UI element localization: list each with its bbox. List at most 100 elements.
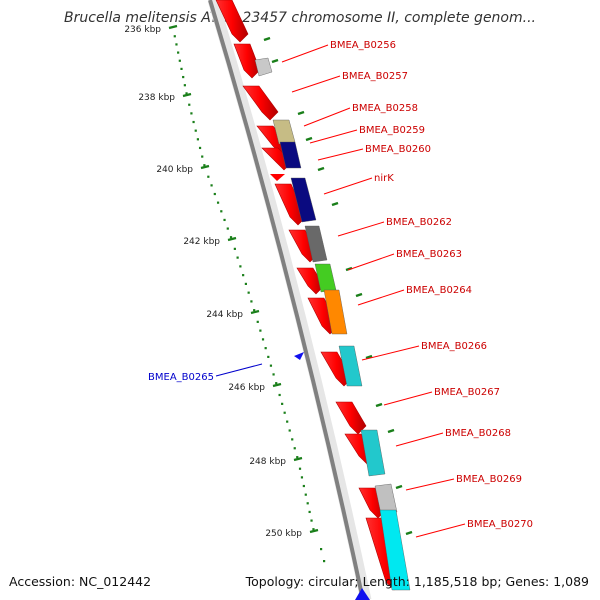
scale-dot: [175, 43, 178, 46]
gene-label-nirk[interactable]: nirK: [374, 173, 394, 184]
cds-arrow: [296, 267, 325, 295]
gene-leader-line: [337, 221, 385, 237]
gene-label-bmea-b0264[interactable]: BMEA_B0264: [406, 285, 472, 296]
scale-tick: [293, 456, 303, 462]
scale-dot: [286, 420, 289, 423]
scale-dot: [306, 502, 309, 505]
scale-dot: [275, 382, 278, 385]
gene-label-bmea-b0259[interactable]: BMEA_B0259: [359, 125, 425, 136]
scale-dot: [278, 393, 281, 397]
gene-leader-line: [415, 523, 466, 538]
scale-dot: [296, 456, 299, 459]
scale-dot: [188, 103, 191, 106]
scale-tick-label: 236 kbp: [124, 25, 161, 35]
scale-dot: [203, 164, 206, 167]
scale-dot: [226, 227, 229, 230]
gene-label-bmea-b0266[interactable]: BMEA_B0266: [421, 341, 487, 352]
strand-mark: [305, 136, 313, 142]
strand-mark: [395, 484, 403, 490]
scale-dot: [269, 364, 273, 367]
scale-dot: [304, 493, 307, 496]
cds-arrow: [215, 0, 249, 43]
scale-dot: [210, 184, 213, 187]
gene-label-bmea-b0257[interactable]: BMEA_B0257: [342, 71, 408, 82]
gene-label-bmea-b0270[interactable]: BMEA_B0270: [467, 519, 533, 530]
scale-dot: [182, 75, 185, 79]
cds-arrow: [242, 85, 279, 121]
scale-dot: [250, 300, 253, 303]
scale-dot: [239, 265, 242, 268]
scale-dot: [272, 373, 275, 376]
scale-dot: [194, 129, 197, 132]
feature-block: [290, 177, 317, 223]
feature-block: [374, 483, 398, 515]
strand-mark: [365, 354, 373, 360]
scale-dot: [300, 476, 304, 479]
scale-dot: [261, 338, 265, 341]
scale-dot: [192, 120, 195, 124]
scale-dot: [256, 320, 259, 323]
cds-arrow: [335, 401, 367, 435]
strand-mark: [387, 428, 395, 434]
scale-tick: [227, 236, 237, 242]
scale-dot: [310, 519, 313, 522]
scale-dot: [283, 411, 286, 414]
scale-tick-label: 238 kbp: [138, 93, 175, 103]
gene-label-bmea-b0265[interactable]: BMEA_B0265: [148, 372, 214, 383]
scale-tick: [309, 528, 319, 534]
gene-label-bmea-b0260[interactable]: BMEA_B0260: [365, 144, 431, 155]
gene-leader-line: [361, 345, 420, 361]
scale-tick-label: 246 kbp: [228, 383, 265, 393]
feature-block: [279, 141, 302, 169]
accession-text: Accession: NC_012442: [9, 574, 152, 589]
strand-mark: [271, 58, 279, 64]
scale-dot: [207, 175, 210, 178]
scale-dot: [220, 210, 223, 213]
gene-leader-line: [303, 107, 351, 127]
scale-dot: [281, 402, 284, 405]
scale-dot: [264, 347, 267, 350]
gene-leader-line: [405, 478, 455, 491]
strand-mark: [317, 166, 325, 172]
scale-dot: [298, 467, 302, 470]
feature-block: [254, 57, 273, 77]
gene-label-bmea-b0267[interactable]: BMEA_B0267: [434, 387, 500, 398]
gene-label-bmea-b0263[interactable]: BMEA_B0263: [396, 249, 462, 260]
strand-mark: [405, 530, 413, 536]
scale-dot: [183, 84, 186, 87]
scale-dot: [178, 59, 181, 62]
gene-label-bmea-b0269[interactable]: BMEA_B0269: [456, 474, 522, 485]
scale-dot: [320, 548, 323, 551]
scale-dot: [293, 447, 296, 450]
gene-label-bmea-b0262[interactable]: BMEA_B0262: [386, 217, 452, 228]
scale-tick: [250, 309, 260, 315]
gene-labels: BMEA_B0256 BMEA_B0257 BMEA_B0258 BMEA_B0259…: [148, 40, 533, 538]
reverse-cds-arrow: [355, 588, 370, 600]
scale-dot: [198, 146, 202, 150]
gene-leader-line: [357, 289, 405, 306]
cds-arrow: [270, 174, 285, 181]
scale-dot: [323, 560, 326, 563]
gene-label-bmea-b0256[interactable]: BMEA_B0256: [330, 40, 396, 51]
scale-tick-label: 242 kbp: [183, 237, 220, 247]
scale-dot: [201, 155, 204, 158]
scale-dot: [229, 236, 233, 239]
gene-label-bmea-b0268[interactable]: BMEA_B0268: [445, 428, 511, 439]
gene-leader-line: [291, 75, 341, 93]
cds-arrow: [233, 43, 261, 79]
feature-block: [338, 345, 363, 387]
gene-leader-line: [323, 177, 373, 195]
scale-dot: [236, 256, 239, 259]
scale-tick-label: 250 kbp: [265, 529, 302, 539]
scale-tick-label: 244 kbp: [206, 310, 243, 320]
scale-dot: [190, 112, 193, 115]
strand-mark: [331, 201, 339, 207]
gene-label-bmea-b0258[interactable]: BMEA_B0258: [352, 103, 418, 114]
genome-summary-text: Topology: circular; Length: 1,185,518 bp…: [245, 574, 589, 589]
feature-block: [360, 429, 386, 477]
scale-dot: [196, 138, 199, 141]
reverse-cds-arrow: [294, 352, 304, 360]
scale-dot: [291, 438, 294, 441]
scale-dot: [233, 247, 236, 250]
